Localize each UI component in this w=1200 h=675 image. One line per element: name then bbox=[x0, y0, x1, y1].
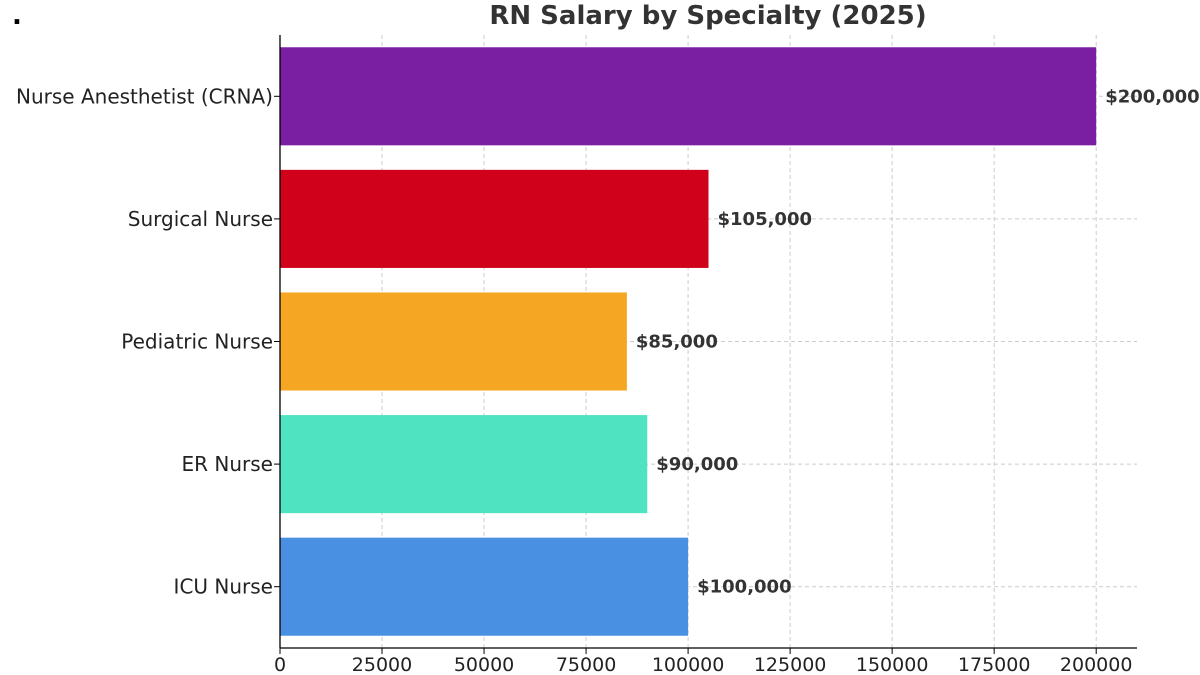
bar bbox=[280, 537, 689, 636]
x-tick-label: 50000 bbox=[454, 654, 514, 675]
value-label: $90,000 bbox=[656, 454, 738, 475]
corner-mark: . bbox=[12, 1, 22, 31]
value-label: $200,000 bbox=[1105, 86, 1200, 107]
value-label: $105,000 bbox=[718, 209, 813, 230]
bar bbox=[280, 47, 1097, 146]
x-tick-label: 175000 bbox=[958, 654, 1031, 675]
x-tick-label: 150000 bbox=[856, 654, 929, 675]
chart-title: RN Salary by Specialty (2025) bbox=[489, 1, 926, 31]
x-tick-label: 25000 bbox=[352, 654, 412, 675]
value-label: $85,000 bbox=[636, 332, 718, 353]
tick-layer: 0 25000 50000 75000 100000 125000 150000 175000… bbox=[274, 95, 1133, 675]
value-label: $100,000 bbox=[697, 577, 792, 598]
bar-layer bbox=[280, 47, 1097, 636]
data-labels: $200,000 $105,000 $85,000 $90,000 $100,000 bbox=[636, 86, 1200, 597]
bar bbox=[280, 169, 709, 268]
bar bbox=[280, 292, 627, 391]
x-tick-label: 75000 bbox=[556, 654, 616, 675]
category-label: ICU Nurse bbox=[174, 575, 273, 599]
x-tick-label: 125000 bbox=[754, 654, 827, 675]
bar bbox=[280, 415, 648, 514]
category-label: Nurse Anesthetist (CRNA) bbox=[16, 84, 273, 108]
x-tick-label: 100000 bbox=[652, 654, 725, 675]
category-label: ER Nurse bbox=[182, 452, 273, 476]
x-tick-label: 200000 bbox=[1060, 654, 1133, 675]
category-label: Pediatric Nurse bbox=[121, 330, 273, 354]
category-labels: Nurse Anesthetist (CRNA) Surgical Nurse Pe… bbox=[16, 84, 273, 598]
category-label: Surgical Nurse bbox=[128, 207, 273, 231]
x-tick-label: 0 bbox=[274, 654, 286, 675]
